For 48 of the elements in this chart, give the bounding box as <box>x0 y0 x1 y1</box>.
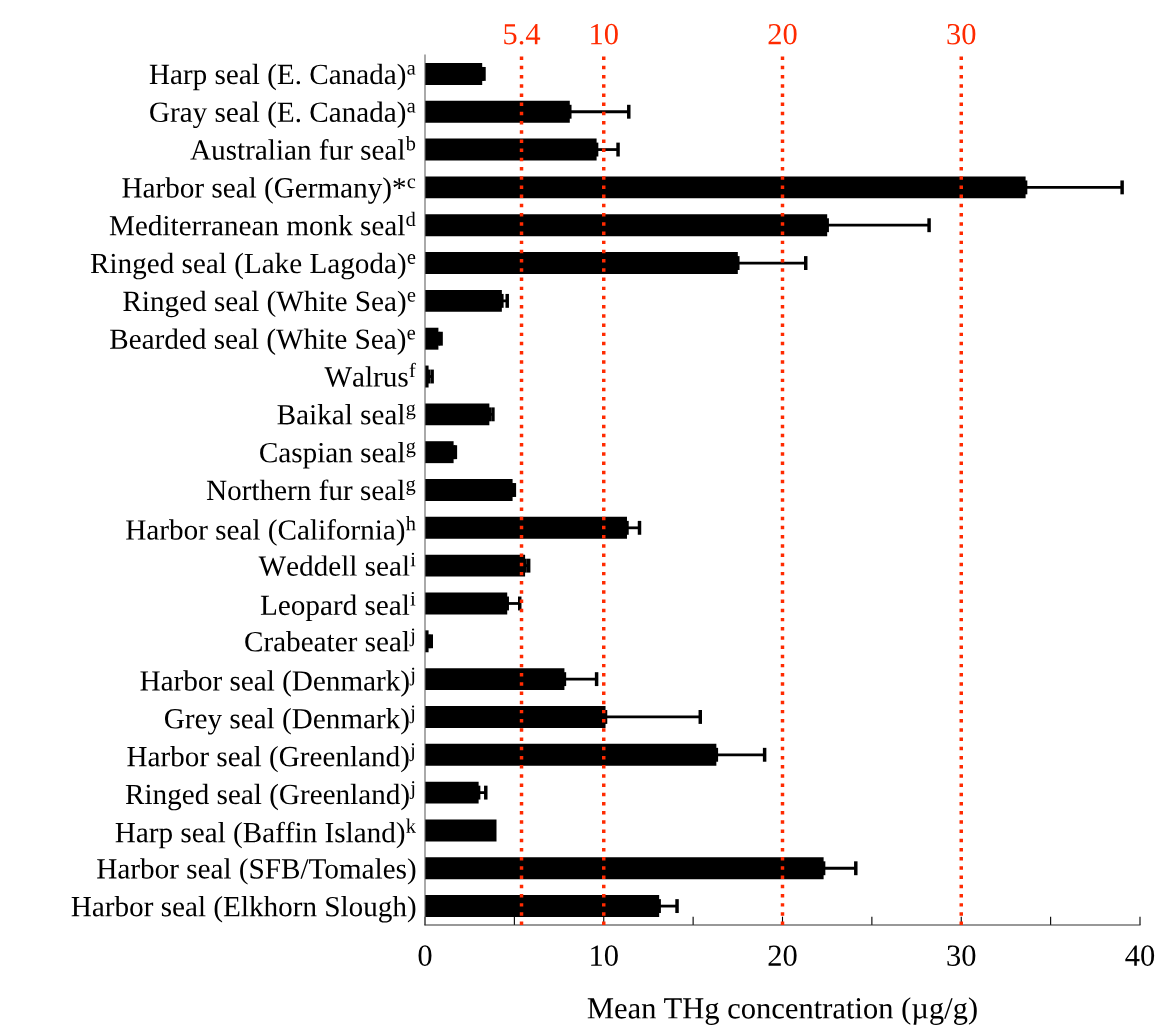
y-tick-label: Baikal seal$^{g}$ <box>277 404 416 425</box>
x-tick-label: 40 <box>1125 945 1155 966</box>
bar <box>425 819 497 842</box>
bar <box>425 403 490 426</box>
y-tick-label: Ringed seal (White Sea)$^{e}$ <box>123 290 416 318</box>
y-tick-label: Harbor seal (Greenland)$^{j}$ <box>127 743 415 773</box>
y-tick-label: Northern fur seal$^{g}$ <box>206 479 416 501</box>
y-tick-label: Harbor seal (Elkhorn Slough) <box>71 895 416 923</box>
bar <box>425 327 439 350</box>
bar <box>425 62 483 85</box>
bar <box>425 100 570 123</box>
x-tick-label: 20 <box>768 945 797 966</box>
y-tick-label: Harbor seal (California)$^{h}$ <box>126 516 416 546</box>
bar <box>425 252 738 275</box>
y-tick-label: Ringed seal (Greenland)$^{j}$ <box>125 781 415 811</box>
y-tick-label: Harp seal (Baffin Island)$^{k}$ <box>115 818 416 849</box>
bar <box>425 479 513 501</box>
ref-line-label: 5.4 <box>504 24 541 45</box>
bar <box>425 592 508 615</box>
bar <box>425 214 828 237</box>
y-tick-label: Mediterranean monk seal$^{d}$ <box>109 211 416 236</box>
bar <box>425 554 526 577</box>
y-tick-label: Harp seal (E. Canada)$^{a}$ <box>149 63 416 91</box>
y-tick-label: Caspian seal$^{g}$ <box>260 441 416 469</box>
ref-line-label: 10 <box>591 23 618 45</box>
y-tick-label: Bearded seal (White Sea)$^{e}$ <box>110 328 416 355</box>
y-tick-label: Grey seal (Denmark)$^{j}$ <box>164 705 415 735</box>
y-tick-label: Gray seal (E. Canada)$^{a}$ <box>150 101 416 129</box>
ref-line-label: 30 <box>947 23 976 45</box>
y-tick-label: Harbor seal (Denmark)$^{j}$ <box>140 667 415 697</box>
bar <box>425 668 565 691</box>
y-tick-label: Crabeater seal$^{j}$ <box>245 628 415 652</box>
y-tick-label: Harbor seal (Germany)*$^{c}$ <box>122 177 416 204</box>
y-tick-label: Harbor seal (SFB/Tomales) <box>97 858 416 885</box>
bar <box>425 289 502 312</box>
y-tick-label: Ringed seal (Lake Lagoda)$^{e}$ <box>90 252 416 280</box>
y-tick-label: Leopard seal$^{i}$ <box>260 591 416 622</box>
bar <box>425 441 454 464</box>
x-tick-label: 30 <box>947 945 976 966</box>
bar <box>425 743 717 766</box>
x-tick-label: 10 <box>591 945 618 966</box>
y-tick-label: Australian fur seal$^{b}$ <box>190 136 416 160</box>
bar <box>425 516 627 539</box>
y-tick-label: Walrus$^{f}$ <box>324 362 416 387</box>
ref-line-label: 20 <box>768 23 797 45</box>
y-tick-label: Weddell seal$^{i}$ <box>258 552 416 577</box>
x-axis-title: Mean THg concentration (µg/g) <box>587 997 977 1025</box>
x-tick-label: 0 <box>418 945 432 966</box>
